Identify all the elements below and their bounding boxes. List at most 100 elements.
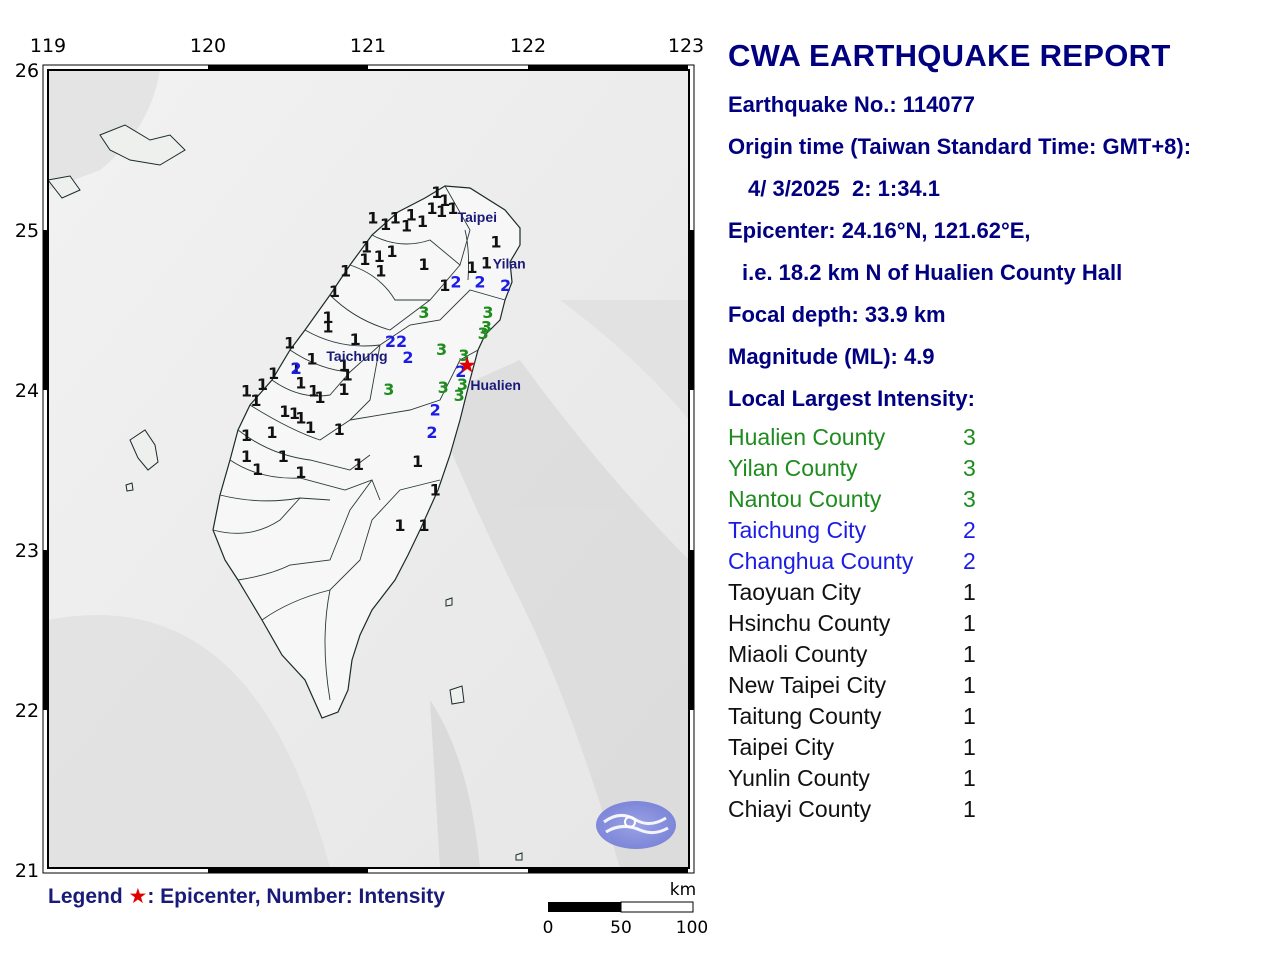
region-name: Taoyuan City — [728, 579, 861, 605]
small-islands — [47, 124, 523, 861]
station-intensity: 2 — [430, 401, 441, 420]
region-name: Hualien County — [728, 424, 886, 450]
region-name: Taipei City — [728, 734, 835, 760]
epicenter-description: i.e. 18.2 km N of Hualien County Hall — [742, 260, 1123, 285]
station-intensity: 2 — [455, 362, 466, 381]
station-intensity: 1 — [241, 381, 252, 400]
region-intensity: 1 — [963, 579, 976, 605]
region-intensity: 1 — [963, 610, 976, 636]
station-intensity: 1 — [322, 317, 333, 336]
station-intensity: 1 — [439, 276, 450, 295]
station-intensity: 1 — [250, 391, 261, 410]
station-intensity: 1 — [295, 463, 306, 482]
station-intensity: 1 — [466, 258, 477, 277]
lon-tick: 119 — [30, 35, 66, 57]
station-intensity: 1 — [426, 199, 437, 218]
station-intensity: 1 — [289, 404, 300, 423]
station-intensity: 1 — [374, 247, 385, 266]
origin-time-label: Origin time (Taiwan Standard Time: GMT+8… — [728, 134, 1192, 159]
station-intensity: 2 — [385, 332, 396, 351]
region-intensity: 2 — [963, 548, 976, 574]
station-intensity: 3 — [383, 380, 394, 399]
epicenter-marker: ★ — [457, 352, 477, 377]
region-intensity: 1 — [963, 703, 976, 729]
station-intensity: 1 — [390, 209, 401, 228]
region-intensity: 1 — [963, 765, 976, 791]
station-intensity: 1 — [278, 447, 289, 466]
city-label: Hualien — [470, 377, 521, 393]
region-intensity: 1 — [963, 796, 976, 822]
city-label: Taichung — [326, 348, 387, 364]
intensity-row: Yilan County 3 — [728, 453, 1268, 484]
station-intensity: 1 — [314, 388, 325, 407]
station-intensity: 1 — [439, 191, 450, 210]
station-intensity: 2 — [426, 423, 437, 442]
station-intensity: 1 — [359, 250, 370, 269]
station-intensity: 1 — [490, 233, 501, 252]
epicenter-star-icon: ★ — [128, 885, 148, 908]
station-intensity: 1 — [284, 333, 295, 352]
scale-label-100: 100 — [676, 918, 708, 938]
map-legend: Legend ★: Epicenter, Number: Intensity — [48, 884, 445, 909]
station-intensity: 1 — [375, 261, 386, 280]
intensity-row: Taipei City 1 — [728, 732, 1268, 763]
station-intensity: 2 — [402, 348, 413, 367]
epicenter-star-icon: ★ — [457, 352, 477, 377]
station-intensity: 1 — [338, 380, 349, 399]
station-intensity: 1 — [380, 215, 391, 234]
intensity-row: Taitung County 1 — [728, 701, 1268, 732]
largest-intensity-label: Local Largest Intensity: — [728, 386, 975, 411]
legend-label: Legend — [48, 885, 123, 908]
region-name: Nantou County — [728, 486, 882, 512]
station-intensity: 1 — [481, 253, 492, 272]
station-intensity: 1 — [268, 364, 279, 383]
station-intensity: 3 — [458, 346, 469, 365]
epicenter-coords: Epicenter: 24.16°N, 121.62°E, — [728, 218, 1031, 243]
intensity-row: Yunlin County 1 — [728, 763, 1268, 794]
city-labels: Taipei Yilan Taichung Hualien — [326, 209, 525, 393]
station-intensity: 1 — [417, 212, 428, 231]
station-intensity: 1 — [329, 282, 340, 301]
region-intensity: 3 — [963, 424, 976, 450]
station-intensity: 1 — [342, 365, 353, 384]
scale-bar: km 0 50 100 — [543, 880, 709, 938]
region-name: Miaoli County — [728, 641, 868, 667]
intensity-row: New Taipei City 1 — [728, 670, 1268, 701]
region-intensity: 3 — [963, 455, 976, 481]
station-intensity: 3 — [436, 340, 447, 359]
station-intensity: 1 — [279, 402, 290, 421]
station-intensity: 1 — [406, 205, 417, 224]
station-intensity: 1 — [306, 349, 317, 368]
lat-tick: 22 — [15, 700, 39, 722]
intensity-row: Miaoli County 1 — [728, 639, 1268, 670]
station-intensity: 1 — [361, 237, 372, 256]
lat-tick: 25 — [15, 220, 39, 242]
station-intensity: 1 — [350, 330, 361, 349]
lon-tick: 123 — [668, 35, 704, 57]
intensity-row: Nantou County 3 — [728, 484, 1268, 515]
scale-label-0: 0 — [543, 918, 554, 938]
region-intensity: 3 — [963, 486, 976, 512]
region-name: Chiayi County — [728, 796, 872, 822]
region-name: Yunlin County — [728, 765, 870, 791]
city-label: Taipei — [458, 209, 497, 225]
station-intensity: 1 — [401, 217, 412, 236]
station-intensity: 1 — [322, 308, 333, 327]
station-intensity: 1 — [386, 242, 397, 261]
region-intensity: 1 — [963, 641, 976, 667]
station-intensity: 1 — [305, 418, 316, 437]
lat-tick-labels: 26 25 24 23 22 21 — [15, 60, 39, 882]
station-intensity: 1 — [257, 375, 268, 394]
station-intensity: 1 — [295, 409, 306, 428]
region-name: Yilan County — [728, 455, 858, 481]
lat-tick: 24 — [15, 380, 39, 402]
station-intensity: 1 — [418, 255, 429, 274]
station-intensity: 1 — [353, 455, 364, 474]
map-svg: 119 120 121 122 123 26 25 24 23 22 21 11… — [15, 35, 709, 938]
station-intensity: 2 — [450, 273, 461, 292]
station-intensity: 3 — [457, 375, 468, 394]
station-intensity: 1 — [295, 373, 306, 392]
lon-tick-labels: 119 120 121 122 123 — [30, 35, 704, 57]
lon-tick: 121 — [350, 35, 386, 57]
